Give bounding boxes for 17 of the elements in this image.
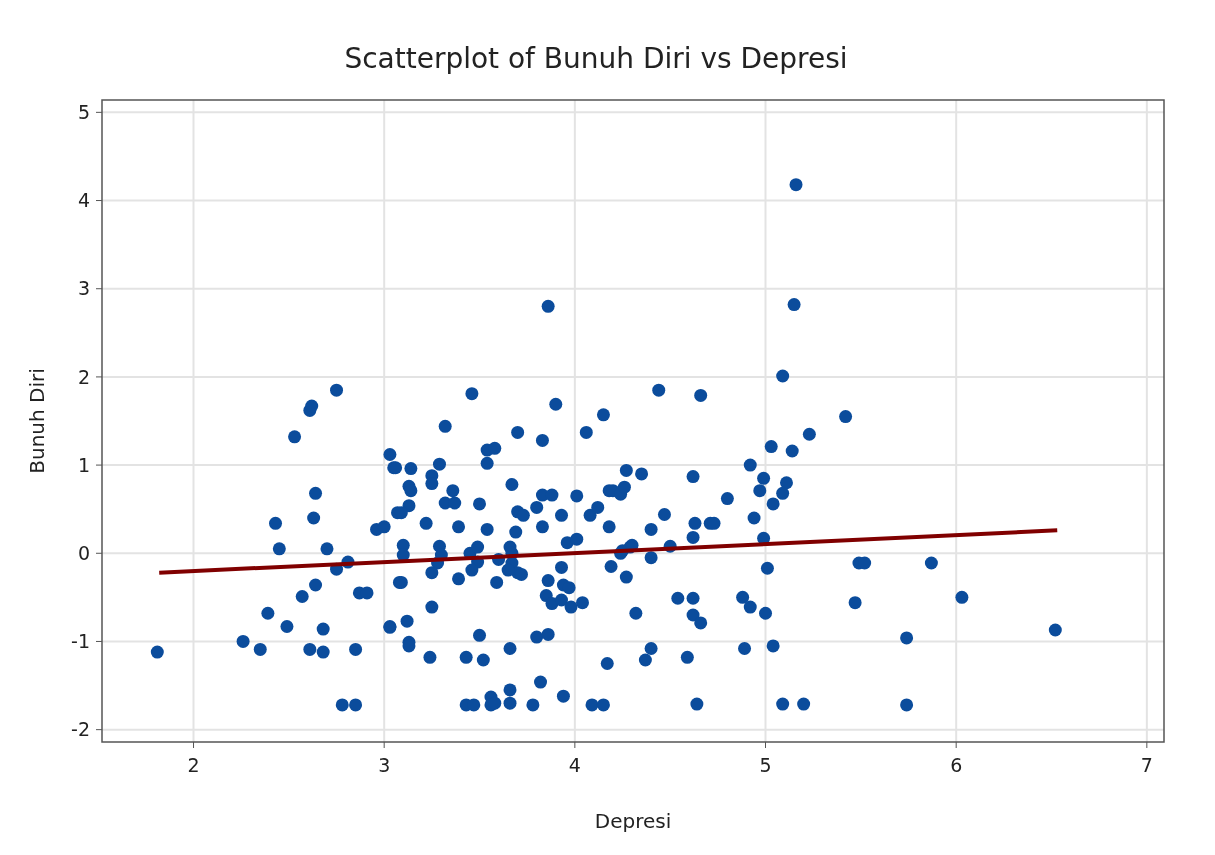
y-tick-label: 2 bbox=[77, 365, 90, 388]
chart-title: Scatterplot of Bunuh Diri vs Depresi bbox=[344, 42, 848, 75]
x-tick-label: 6 bbox=[950, 754, 963, 776]
x-tick-label: 7 bbox=[1140, 754, 1153, 776]
x-tick-label: 5 bbox=[759, 754, 772, 776]
y-tick-label: 4 bbox=[77, 189, 90, 212]
x-tick-label: 2 bbox=[187, 754, 200, 776]
y-tick-label: 5 bbox=[77, 101, 90, 123]
x-tick-label: 4 bbox=[568, 754, 581, 776]
y-tick-label: 1 bbox=[77, 453, 90, 476]
y-axis-title: Bunuh Diri bbox=[25, 368, 49, 474]
y-tick-label: 3 bbox=[77, 277, 90, 300]
y-tick-label: -2 bbox=[71, 718, 90, 741]
y-tick-label: 0 bbox=[77, 541, 90, 564]
x-tick-label: 3 bbox=[378, 754, 391, 776]
y-tick-label: -1 bbox=[71, 630, 90, 653]
x-axis-title: Depresi bbox=[594, 809, 672, 833]
